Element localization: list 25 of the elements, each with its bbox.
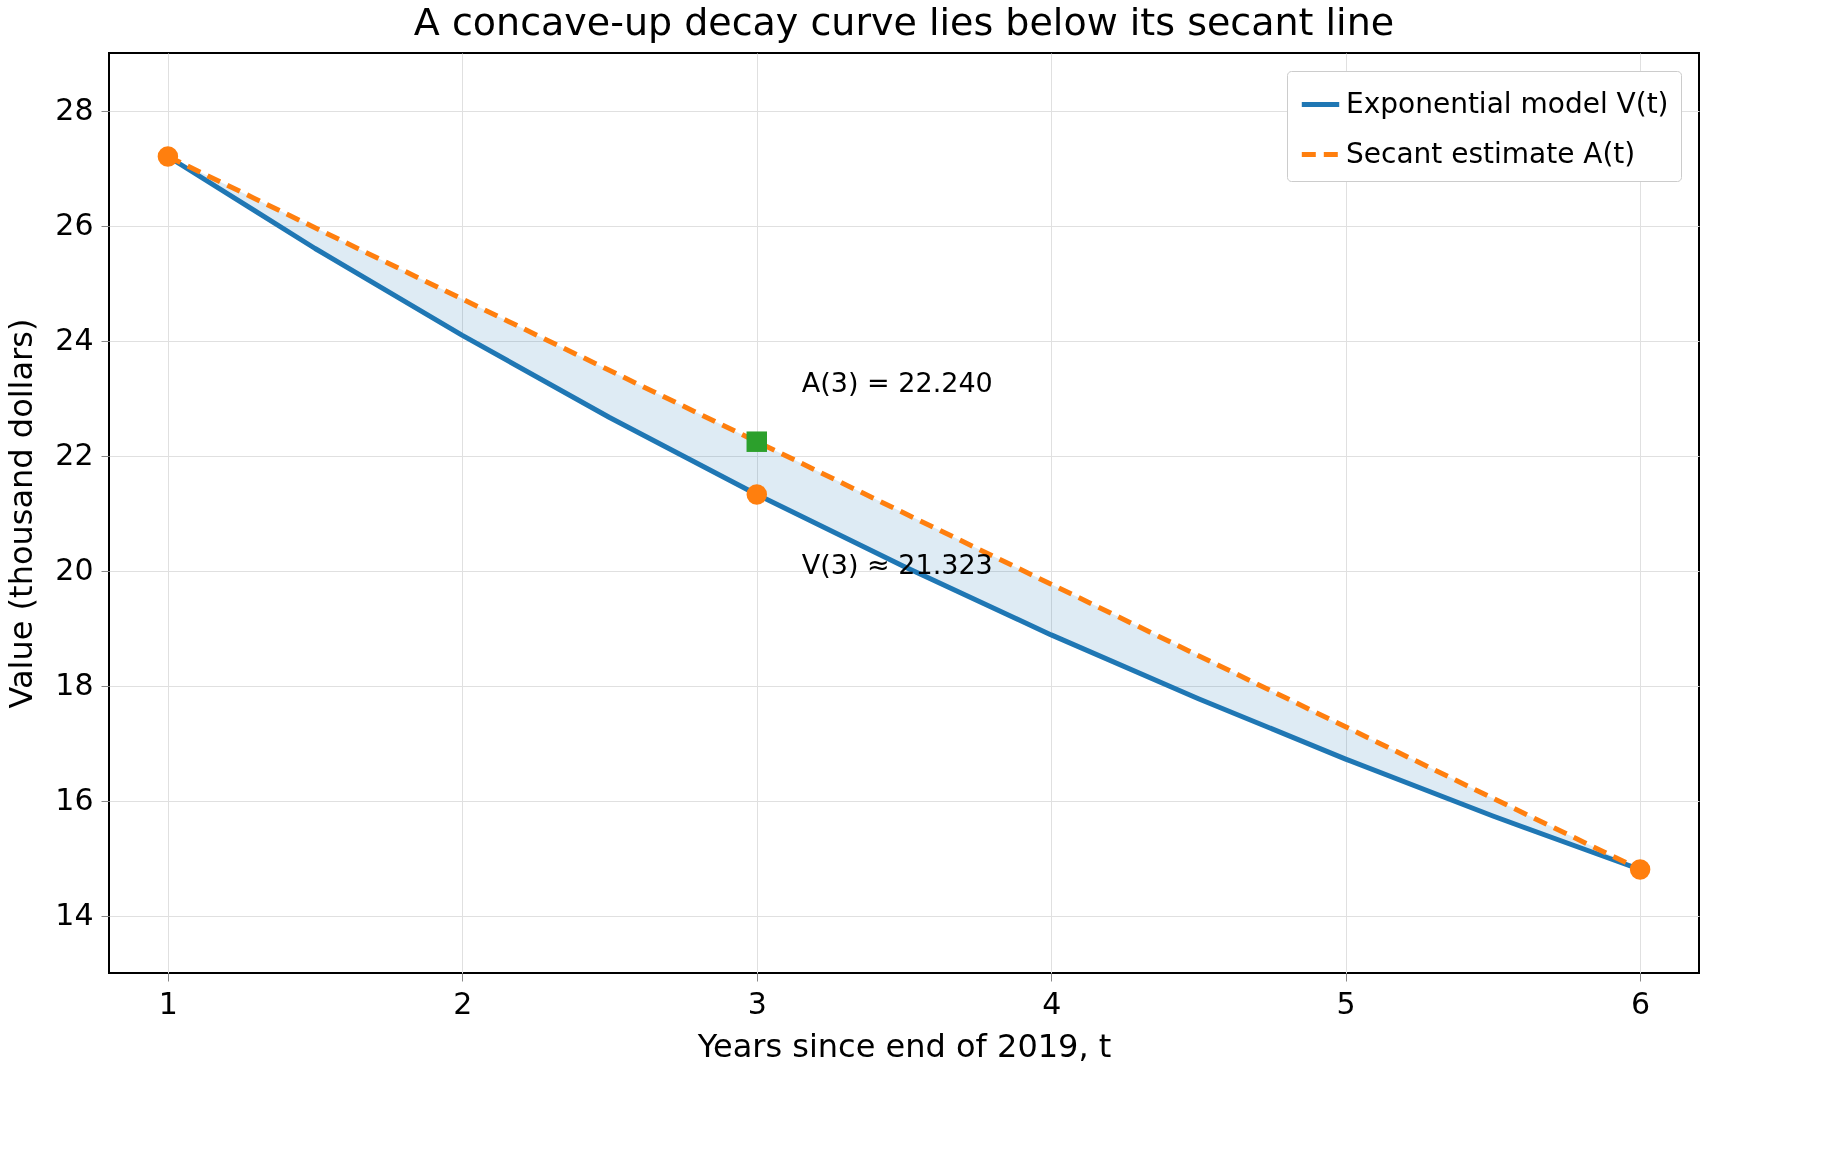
y-tick-label: 28	[55, 92, 94, 127]
annotation: V(3) ≈ 21.323	[801, 549, 993, 581]
chart-title: A concave-up decay curve lies below its secant line	[413, 0, 1395, 44]
x-tick-label: 4	[1042, 985, 1062, 1021]
point	[157, 146, 179, 167]
x-tick-label: 2	[453, 985, 473, 1021]
point	[746, 484, 768, 505]
legend-label: Exponential model V(t)	[1346, 86, 1669, 120]
legend-label: Secant estimate A(t)	[1346, 136, 1636, 170]
point	[1629, 859, 1651, 880]
y-tick-label: 16	[55, 782, 94, 817]
x-axis-title: Years since end of 2019, t	[696, 1026, 1112, 1065]
y-axis-title: Value (thousand dollars)	[2, 318, 41, 709]
x-tick-label: 1	[158, 985, 178, 1021]
x-tick-label: 3	[747, 985, 767, 1021]
x-tick-label: 6	[1631, 985, 1651, 1021]
annotation: A(3) = 22.240	[801, 366, 993, 398]
y-tick-label: 22	[55, 437, 94, 472]
y-tick-label: 24	[55, 322, 94, 357]
y-tick-label: 14	[55, 897, 94, 932]
point	[746, 431, 768, 452]
y-tick-label: 26	[55, 207, 94, 242]
x-tick-label: 5	[1336, 985, 1356, 1021]
y-tick-label: 20	[55, 552, 94, 587]
y-tick-label: 18	[55, 667, 94, 702]
